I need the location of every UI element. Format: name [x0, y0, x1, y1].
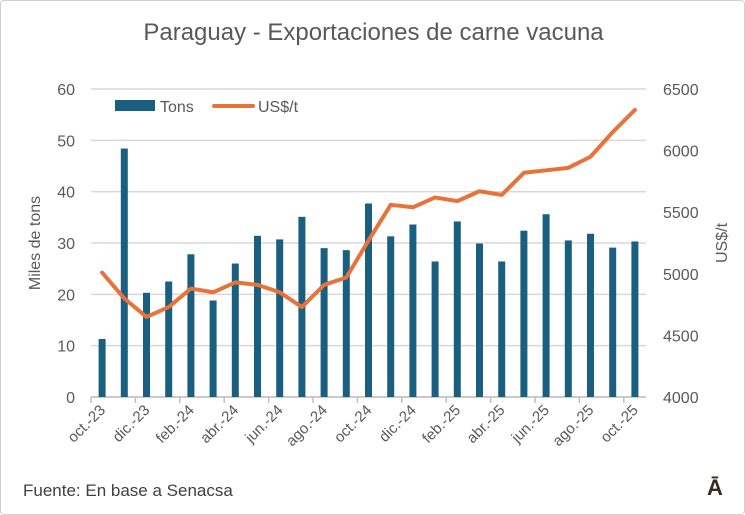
x-tick-label: dic.-23 — [109, 402, 153, 446]
bar-sep.-24 — [342, 250, 350, 397]
x-tick-label: ago.-24 — [283, 402, 331, 450]
bar-ene.-24 — [165, 281, 173, 397]
y-tick-label: 50 — [57, 133, 75, 150]
bar-jun.-25 — [542, 214, 550, 397]
y2-tick-label: 5500 — [663, 205, 699, 222]
y-tick-label: 60 — [57, 82, 75, 99]
y-tick-label: 20 — [57, 287, 75, 304]
x-tick-label: oct.-24 — [331, 402, 375, 446]
y2-tick-label: 6500 — [663, 82, 699, 99]
bar-ago.-25 — [587, 233, 594, 397]
bar-may.-25 — [520, 230, 528, 397]
legend-swatch-tons — [115, 100, 155, 111]
x-tick-label: dic.-24 — [376, 402, 420, 446]
y2-axis-title: US$/t — [714, 222, 731, 263]
y-axis-title: Miles de tons — [27, 196, 44, 290]
bar-ene.-25 — [431, 261, 439, 397]
y-tick-label: 40 — [57, 185, 75, 202]
source-note: Fuente: En base a Senacsa — [23, 481, 233, 500]
x-tick-label: feb.-24 — [153, 402, 198, 447]
x-tick-label: feb.-25 — [419, 402, 464, 447]
bar-jun.-24 — [276, 239, 284, 397]
bar-nov.-23 — [120, 148, 128, 397]
bar-dic.-24 — [409, 224, 417, 397]
y-tick-label: 30 — [57, 236, 75, 253]
bar-abr.-25 — [498, 261, 506, 397]
x-tick-label: jun.-24 — [241, 402, 286, 447]
legend-label-price: US$/t — [258, 99, 299, 116]
x-tick-label: ago.-25 — [549, 402, 597, 450]
bar-feb.-24 — [187, 254, 195, 397]
x-tick-label: oct.-25 — [597, 402, 641, 446]
legend-label-tons: Tons — [160, 99, 194, 116]
bar-mar.-25 — [476, 243, 483, 397]
bar-jul.-25 — [564, 240, 572, 397]
bar-ago.-24 — [320, 248, 328, 397]
x-tick-label: jun.-25 — [508, 402, 553, 447]
chart-title: Paraguay - Exportaciones de carne vacuna — [143, 19, 604, 46]
bar-nov.-24 — [387, 236, 395, 397]
bar-dic.-23 — [143, 292, 150, 397]
bar-oct.-24 — [365, 203, 372, 397]
y-tick-label: 0 — [66, 390, 75, 407]
bar-oct.-23 — [98, 338, 106, 397]
y2-tick-label: 4500 — [663, 328, 699, 345]
y-tick-label: 10 — [57, 339, 75, 356]
bar-sep.-25 — [609, 247, 617, 397]
y2-tick-label: 4000 — [663, 390, 699, 407]
bar-feb.-25 — [453, 221, 461, 397]
y2-tick-label: 6000 — [663, 144, 699, 161]
x-tick-label: abr.-25 — [463, 402, 508, 447]
x-tick-label: abr.-24 — [197, 402, 242, 447]
bar-mar.-24 — [209, 300, 217, 397]
bar-oct.-25 — [631, 241, 639, 397]
y2-tick-label: 5000 — [663, 267, 699, 284]
logo: Ā — [707, 475, 723, 500]
bar-abr.-24 — [231, 263, 239, 397]
x-tick-label: oct.-23 — [64, 402, 108, 446]
bar-may.-24 — [254, 235, 261, 397]
